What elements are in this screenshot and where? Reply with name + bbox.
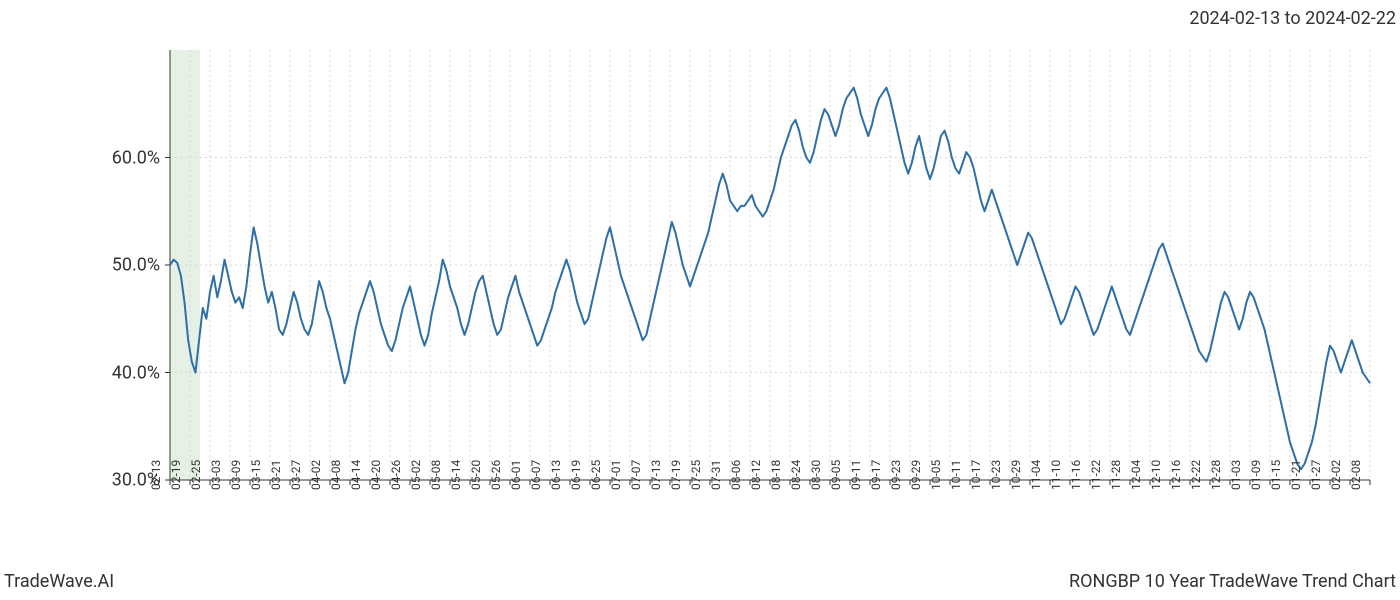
x-tick-label: 02-19 [169,460,183,490]
x-tick-label: 08-12 [749,460,763,490]
x-tick-label: 04-02 [309,460,323,490]
x-tick-label: 01-21 [1289,460,1303,490]
y-tick-label: 40.0% [112,362,160,383]
x-tick-label: 06-19 [569,460,583,490]
chart-title-label: RONGBP 10 Year TradeWave Trend Chart [1069,571,1396,592]
x-tick-label: 02-02 [1329,460,1343,490]
x-tick-label: 07-31 [709,460,723,490]
x-tick-label: 11-16 [1069,460,1083,490]
brand-label: TradeWave.AI [4,571,114,592]
x-tick-label: 05-20 [469,460,483,490]
x-tick-label: 04-08 [329,460,343,490]
x-tick-label: 06-25 [589,460,603,490]
x-tick-label: 07-19 [669,460,683,490]
x-tick-label: 02-08 [1349,460,1363,490]
x-tick-label: 10-29 [1009,460,1023,490]
x-tick-label: 07-01 [609,460,623,490]
x-tick-label: 01-15 [1269,460,1283,490]
x-tick-label: 07-25 [689,460,703,490]
x-tick-label: 03-09 [229,460,243,490]
x-tick-label: 10-11 [949,460,963,490]
x-tick-label: 01-03 [1229,460,1243,490]
x-tick-label: 03-27 [289,460,303,490]
x-tick-label: 09-29 [909,460,923,490]
x-tick-label: 10-05 [929,460,943,490]
x-tick-label: 03-21 [269,460,283,490]
x-tick-label: 05-08 [429,460,443,490]
x-tick-label: 08-24 [789,460,803,490]
series-line [170,88,1370,470]
x-tick-label: 09-11 [849,460,863,490]
x-tick-label: 08-30 [809,460,823,490]
x-tick-label: 12-28 [1209,460,1223,490]
x-tick-label: 11-04 [1029,460,1043,490]
x-tick-label: 07-13 [649,460,663,490]
x-tick-label: 10-17 [969,460,983,490]
x-tick-label: 06-13 [549,460,563,490]
x-tick-label: 09-05 [829,460,843,490]
x-tick-label: 05-14 [449,460,463,490]
x-tick-label: 09-23 [889,460,903,490]
x-tick-label: 06-01 [509,460,523,490]
x-tick-label: 01-27 [1309,460,1323,490]
x-tick-label: 10-23 [989,460,1003,490]
x-tick-label: 12-16 [1169,460,1183,490]
x-tick-label: 02-13 [149,460,163,490]
date-range-label: 2024-02-13 to 2024-02-22 [1189,8,1396,29]
x-tick-label: 11-28 [1109,460,1123,490]
y-tick-label: 50.0% [112,255,160,276]
x-tick-label: 04-14 [349,460,363,490]
x-tick-label: 09-17 [869,460,883,490]
x-tick-label: 12-04 [1129,460,1143,490]
x-tick-label: 04-20 [369,460,383,490]
x-tick-label: 11-10 [1049,460,1063,490]
x-tick-label: 03-03 [209,460,223,490]
y-tick-label: 60.0% [112,147,160,168]
x-tick-label: 03-15 [249,460,263,490]
x-tick-label: 04-26 [389,460,403,490]
x-tick-label: 05-26 [489,460,503,490]
x-tick-label: 02-25 [189,460,203,490]
x-tick-label: 12-10 [1149,460,1163,490]
x-tick-label: 11-22 [1089,460,1103,490]
x-tick-label: 06-07 [529,460,543,490]
x-tick-label: 05-02 [409,460,423,490]
x-tick-label: 12-22 [1189,460,1203,490]
x-tick-label: 01-09 [1249,460,1263,490]
chart-container: 30.0%40.0%50.0%60.0% 02-1302-1902-2503-0… [0,40,1400,560]
x-tick-label: 08-06 [729,460,743,490]
x-tick-label: 07-07 [629,460,643,490]
x-tick-label: 08-18 [769,460,783,490]
